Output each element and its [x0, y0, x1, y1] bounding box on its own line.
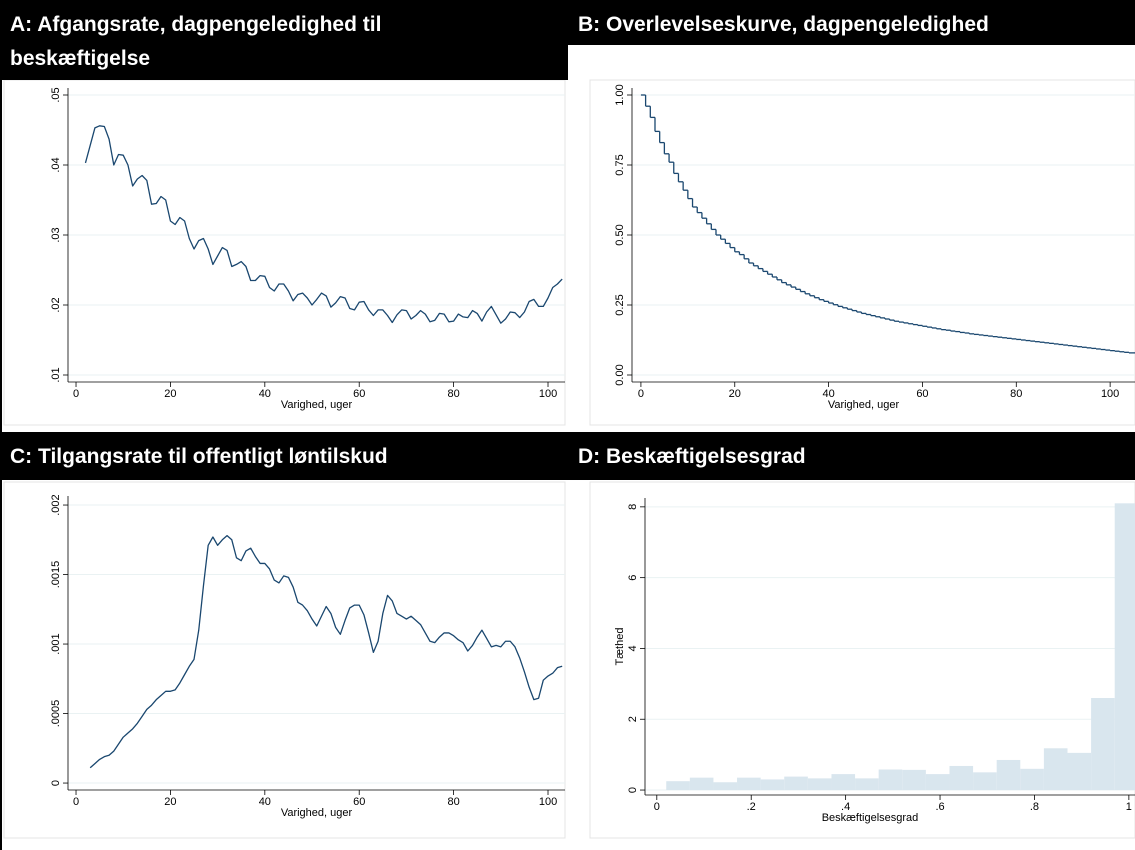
y-tick-label: 0.25	[614, 294, 626, 315]
bar	[1114, 503, 1135, 791]
x-axis-title: Varighed, uger	[828, 399, 900, 411]
y-tick-label: 2	[627, 716, 639, 722]
y-tick-label: 4	[627, 645, 639, 651]
x-tick-label: 100	[1101, 388, 1119, 400]
x-tick-label: 60	[916, 388, 928, 400]
x-tick-label: 0	[73, 796, 79, 808]
panel-header: A: Afgangsrate, dagpengeledighed til bes…	[0, 0, 568, 80]
plot-region	[589, 79, 1135, 426]
bar	[666, 781, 690, 791]
x-tick-label: 0	[654, 801, 660, 813]
bar	[784, 776, 808, 791]
bar	[760, 779, 785, 791]
y-tick-label: 6	[627, 575, 639, 581]
bar	[902, 769, 926, 791]
x-tick-label: 1	[1126, 801, 1132, 813]
bar	[878, 769, 903, 791]
y-tick-label: 0.75	[614, 154, 626, 175]
x-tick-label: 40	[259, 796, 271, 808]
x-tick-label: .2	[747, 801, 756, 813]
y-tick-label: .002	[50, 494, 62, 515]
y-tick-label: 8	[627, 504, 639, 510]
x-tick-label: 100	[539, 388, 557, 400]
x-axis-title: Varighed, uger	[281, 399, 353, 411]
x-tick-label: 80	[1010, 388, 1022, 400]
bar	[1091, 698, 1115, 791]
y-tick-label: .001	[50, 633, 62, 654]
plot-region	[3, 481, 566, 839]
bar	[1043, 748, 1068, 791]
y-tick-label: 0	[627, 787, 639, 793]
y-tick-label: .04	[50, 157, 62, 172]
y-tick-label: 0.00	[614, 364, 626, 385]
x-tick-label: .6	[935, 801, 944, 813]
x-tick-label: 0	[73, 388, 79, 400]
y-tick-label: .0015	[50, 561, 62, 589]
y-tick-label: 0	[50, 780, 62, 786]
x-tick-label: 20	[729, 388, 741, 400]
line	[84, 125, 563, 324]
bar	[689, 777, 714, 791]
panel-header: C: Tilgangsrate til offentligt løntilsku…	[0, 432, 568, 480]
x-tick-label: 60	[353, 388, 365, 400]
x-tick-label: 20	[164, 388, 176, 400]
plot-region	[589, 481, 1135, 839]
bar	[949, 765, 974, 791]
bar	[831, 774, 856, 791]
y-tick-label: 0.50	[614, 224, 626, 245]
bar	[996, 759, 1021, 791]
panel-title: C: Tilgangsrate til offentligt løntilsku…	[10, 445, 388, 468]
y-axis-title: Tæthed	[614, 628, 626, 666]
bar	[737, 777, 761, 791]
x-tick-label: 80	[447, 388, 459, 400]
x-tick-label: 20	[164, 796, 176, 808]
x-tick-label: 40	[822, 388, 834, 400]
x-tick-label: 100	[539, 796, 557, 808]
bar	[1067, 752, 1092, 791]
y-tick-label: 1.00	[614, 84, 626, 105]
x-tick-label: 80	[447, 796, 459, 808]
left-border	[0, 0, 2, 850]
panel-title: D: Beskæftigelsesgrad	[578, 445, 806, 468]
bar	[807, 778, 832, 791]
y-tick-label: .0005	[50, 700, 62, 728]
x-axis-title: Beskæftigelsesgrad	[822, 812, 919, 824]
bar	[855, 778, 879, 791]
bar	[1020, 768, 1044, 791]
bar	[973, 772, 997, 791]
y-tick-label: .02	[50, 297, 62, 312]
bar	[713, 782, 738, 791]
x-tick-label: 40	[259, 388, 271, 400]
panel-header: B: Overlevelseskurve, dagpengeledighed	[568, 0, 1135, 45]
x-tick-label: 0	[638, 388, 644, 400]
panel-header: D: Beskæftigelsesgrad	[568, 432, 1135, 480]
x-axis-title: Varighed, uger	[281, 807, 353, 819]
line	[89, 534, 563, 769]
x-tick-label: .4	[841, 801, 850, 813]
panel-title: B: Overlevelseskurve, dagpengeledighed	[578, 13, 989, 36]
plot-region	[3, 79, 566, 426]
y-tick-label: .05	[50, 87, 62, 102]
x-tick-label: 60	[353, 796, 365, 808]
y-tick-label: .01	[50, 367, 62, 382]
bar	[925, 774, 950, 791]
y-tick-label: .03	[50, 227, 62, 242]
x-tick-label: .8	[1030, 801, 1039, 813]
panel-title: A: Afgangsrate, dagpengeledighed til bes…	[10, 13, 382, 70]
